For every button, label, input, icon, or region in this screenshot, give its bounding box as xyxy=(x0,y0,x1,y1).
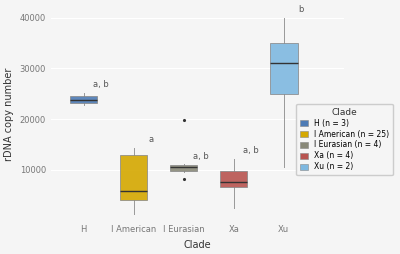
Bar xyxy=(170,165,198,171)
Text: b: b xyxy=(299,5,304,14)
Y-axis label: rDNA copy number: rDNA copy number xyxy=(4,67,14,161)
Text: a, b: a, b xyxy=(193,152,209,161)
Text: a, b: a, b xyxy=(93,80,109,89)
Bar xyxy=(70,96,97,103)
Bar xyxy=(270,43,298,94)
Text: a, b: a, b xyxy=(243,146,259,154)
Text: a: a xyxy=(148,135,154,145)
Legend: H (n = 3), I American (n = 25), I Eurasian (n = 4), Xa (n = 4), Xu (n = 2): H (n = 3), I American (n = 25), I Eurasi… xyxy=(296,104,393,175)
Bar xyxy=(120,154,147,200)
X-axis label: Clade: Clade xyxy=(184,240,211,250)
Bar xyxy=(220,171,248,187)
